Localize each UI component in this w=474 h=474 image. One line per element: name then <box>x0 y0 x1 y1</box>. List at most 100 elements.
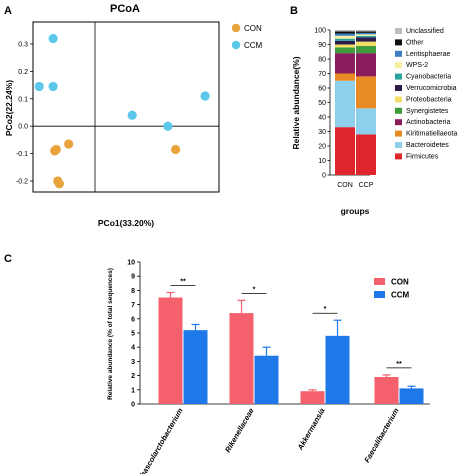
pcoa-point-ccm <box>34 81 44 92</box>
genus-legend-label-con: CON <box>391 278 409 287</box>
genus-bar-ccm <box>254 355 279 404</box>
pcoa-y-tick-label: 0.0 <box>18 124 28 131</box>
composition-segment-con <box>335 73 355 81</box>
composition-legend-label: Proteobacteria <box>406 96 452 103</box>
genus-bar-ccm <box>399 388 424 404</box>
composition-segment-ccp <box>356 30 376 32</box>
pcoa-point-con <box>54 179 64 189</box>
genus-legend-label-ccm: CCM <box>391 291 410 300</box>
panel-a-letter: A <box>4 5 12 17</box>
composition-y-tick-label: 100 <box>314 27 326 34</box>
composition-y-tick-label: 40 <box>318 114 326 121</box>
genus-legend-swatch-con <box>374 278 385 285</box>
genus-bars: ****** <box>158 279 424 404</box>
genus-categories: Phascolarctobacterium Rikenellaceae Akkerm… <box>135 406 400 474</box>
pcoa-y-ticks: 0.3 0.2 0.1 0.0 -0.1 -0.2 <box>16 41 33 186</box>
pcoa-title: PCoA <box>110 3 140 15</box>
genus-significance-mark: * <box>324 306 327 313</box>
composition-legend-swatch <box>395 85 402 91</box>
composition-legend-label: Synergistetes <box>406 108 449 115</box>
genus-bar-con <box>300 391 325 404</box>
composition-segment-con <box>335 38 355 41</box>
composition-legend-label: Cyanobacteria <box>406 74 451 81</box>
composition-segment-ccp <box>356 37 376 42</box>
pcoa-point-con <box>64 139 74 149</box>
genus-bar-ccm <box>325 335 350 404</box>
composition-y-tick-label: 60 <box>318 85 326 92</box>
genus-bar-con <box>158 297 183 404</box>
composition-legend-label: Kiritimatiellaeota <box>406 131 457 138</box>
pcoa-point-ccm <box>48 81 58 92</box>
composition-segment-ccp <box>356 53 376 77</box>
composition-y-tick-label: 80 <box>318 56 326 63</box>
composition-y-tick-label: 20 <box>318 143 326 150</box>
pcoa-y-label: PCo2(22.24%) <box>4 80 14 136</box>
composition-legend-label: Actinobacteria <box>406 119 450 126</box>
genus-y-ticks: 0 1 2 3 4 5 6 7 8 9 10 <box>127 260 140 409</box>
composition-legend-swatch <box>395 142 402 148</box>
composition-bars <box>335 30 376 175</box>
genus-y-tick-label: 9 <box>131 274 135 281</box>
pcoa-y-tick-label: 0.2 <box>18 69 28 76</box>
pcoa-point-ccm <box>48 33 58 44</box>
composition-legend-label: WPS-2 <box>406 62 428 69</box>
composition-segment-ccp <box>356 35 376 38</box>
composition-segment-con <box>335 40 355 45</box>
pcoa-point-ccm <box>163 121 173 131</box>
composition-y-tick-label: 0 <box>322 172 326 179</box>
composition-segment-con <box>335 44 355 48</box>
genus-legend-swatch-ccm <box>374 291 385 298</box>
composition-legend-swatch <box>395 130 402 137</box>
composition-y-label: Relative abundance(%) <box>291 56 301 149</box>
composition-category-label: CON <box>337 182 353 189</box>
composition-panel: B 0 10 20 30 40 50 60 70 80 90 100 CON CCP groups R… <box>290 5 457 216</box>
composition-y-tick-label: 70 <box>318 71 326 78</box>
composition-segment-ccp <box>356 31 376 33</box>
genus-category-label: Rikenellaceae <box>223 407 256 454</box>
genus-y-tick-label: 1 <box>131 387 135 394</box>
pcoa-legend-label-con: CON <box>244 24 262 33</box>
genus-y-tick-label: 7 <box>131 302 135 309</box>
composition-legend: Unclassified Other Lentisphaerae WPS-2 Cyano… <box>395 28 457 160</box>
composition-segment-con <box>335 33 355 36</box>
genus-y-tick-label: 10 <box>127 260 135 267</box>
composition-legend-swatch <box>395 153 402 160</box>
genus-y-tick-label: 4 <box>131 345 135 352</box>
composition-y-ticks: 0 10 20 30 40 50 60 70 80 90 100 <box>314 27 330 179</box>
composition-segment-ccp <box>356 45 376 54</box>
pcoa-x-label: PCo1(33.20%) <box>98 218 154 228</box>
composition-legend-label: Other <box>406 39 424 46</box>
composition-segment-con <box>335 53 355 74</box>
composition-legend-label: Unclassified <box>406 28 444 35</box>
composition-legend-swatch <box>395 28 402 34</box>
genus-bar-con <box>229 313 254 404</box>
composition-y-tick-label: 50 <box>318 100 326 107</box>
genus-significance-mark: ** <box>180 279 186 286</box>
composition-segment-ccp <box>356 34 376 36</box>
pcoa-points <box>34 33 210 189</box>
genus-category-label: Phascolarctobacterium <box>135 406 184 474</box>
genus-y-tick-label: 6 <box>131 316 135 323</box>
composition-segment-con <box>335 30 355 32</box>
composition-legend-swatch <box>395 39 402 46</box>
pcoa-y-tick-label: 0.3 <box>18 41 28 48</box>
composition-legend-swatch <box>395 62 402 69</box>
pcoa-y-tick-label: -0.1 <box>16 151 28 158</box>
pcoa-legend: CON CCM <box>231 23 263 50</box>
pcoa-zero-lines <box>33 22 219 192</box>
composition-y-tick-label: 30 <box>318 129 326 136</box>
composition-legend-swatch <box>395 73 402 80</box>
composition-segment-con <box>335 47 355 54</box>
composition-legend-swatch <box>395 107 402 114</box>
composition-category-label: CCP <box>359 182 374 189</box>
pcoa-y-tick-label: -0.2 <box>16 179 28 186</box>
composition-segment-ccp <box>356 41 376 46</box>
composition-legend-label: Verrucomicrobia <box>406 85 457 92</box>
composition-legend-label: Lentisphaerae <box>406 51 450 58</box>
genus-category-label: Akkermansia <box>295 407 327 453</box>
genus-bar-con <box>374 377 399 404</box>
genus-significance-mark: * <box>253 286 256 293</box>
pcoa-y-tick-label: 0.1 <box>18 96 28 103</box>
